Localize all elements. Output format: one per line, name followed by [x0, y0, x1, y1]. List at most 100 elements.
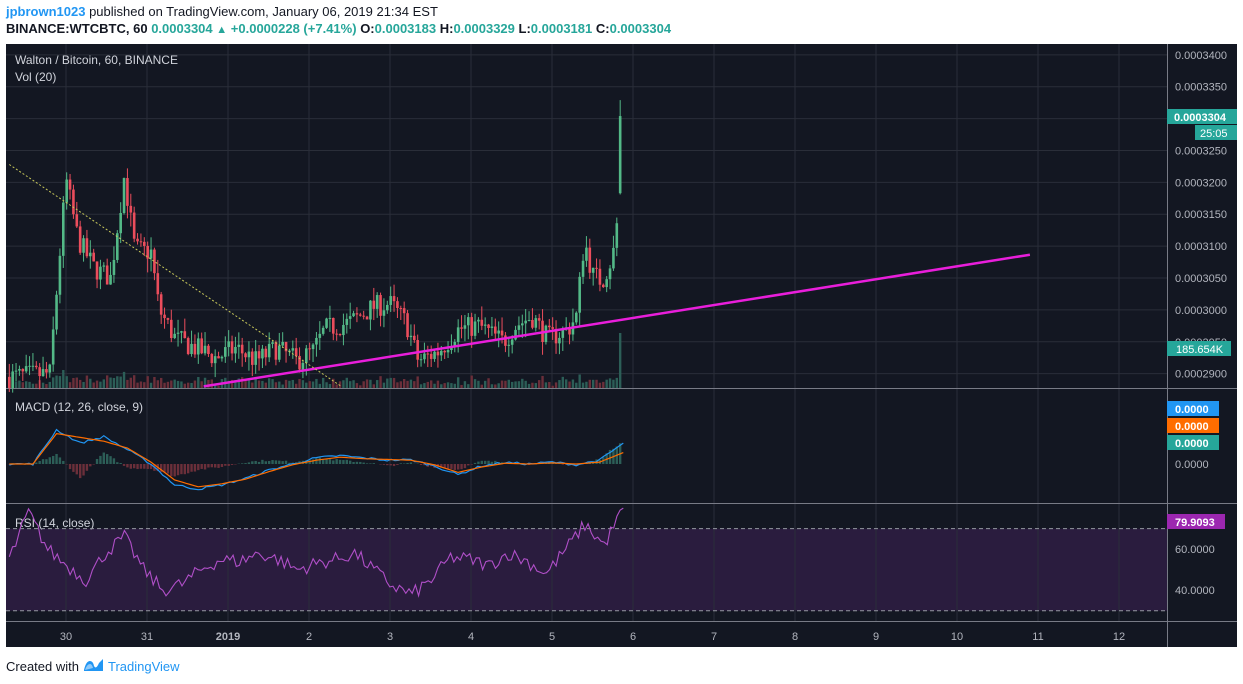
- ohlc-line: BINANCE:WTCBTC, 60 0.0003304 ▲ +0.000022…: [6, 21, 671, 36]
- candle-body: [146, 245, 149, 259]
- macd-histogram-bar: [311, 459, 315, 464]
- low-value: 0.0003181: [530, 21, 593, 36]
- rsi-band: [6, 528, 1167, 611]
- volume-bar: [139, 381, 143, 388]
- macd-histogram-bar: [45, 459, 48, 464]
- macd-histogram-bar: [105, 454, 109, 464]
- candle-body: [608, 268, 612, 280]
- candle-body: [291, 348, 295, 351]
- volume-bar: [190, 383, 193, 388]
- author-link[interactable]: jpbrown1023: [6, 4, 86, 19]
- volume-bar: [524, 380, 527, 388]
- macd-histogram-bar: [284, 460, 288, 464]
- volume-bar: [217, 385, 220, 388]
- price-tick-label: 0.0003200: [1175, 177, 1227, 189]
- volume-bar: [338, 381, 342, 388]
- signal-line: [9, 432, 624, 488]
- candle-body: [119, 212, 122, 234]
- macd-histogram-bar: [487, 460, 490, 464]
- volume-bar: [62, 370, 65, 388]
- candle-body: [92, 252, 95, 262]
- volume-bar: [480, 384, 483, 388]
- volume-bar: [477, 380, 480, 388]
- macd-histogram-bar: [58, 457, 62, 464]
- candle-body: [602, 284, 605, 288]
- volume-bar: [173, 379, 176, 388]
- macd-histogram-bar: [72, 464, 75, 472]
- time-tick-label: 30: [60, 631, 72, 643]
- volume-bar: [254, 377, 257, 388]
- candle-body: [8, 376, 11, 388]
- macd-histogram-bar: [183, 464, 186, 475]
- candle-body: [585, 247, 588, 261]
- macd-histogram-bar: [146, 464, 149, 469]
- volume-bar: [267, 378, 271, 388]
- candle-body: [190, 343, 193, 355]
- volume-bar: [578, 374, 581, 388]
- volume-bar: [156, 380, 159, 388]
- volume-bar: [450, 383, 453, 388]
- volume-bar: [537, 380, 541, 388]
- volume-bar: [470, 375, 473, 388]
- macd-histogram-bar: [423, 464, 426, 466]
- volume-bar: [143, 382, 146, 388]
- volume-bar: [571, 379, 575, 388]
- volume-bar: [294, 383, 298, 388]
- macd-histogram-bar: [126, 464, 129, 468]
- volume-bar: [31, 383, 35, 388]
- volume-bar: [278, 381, 281, 388]
- macd-histogram-bar: [281, 461, 284, 464]
- volume-bar: [541, 375, 544, 388]
- candle-body: [31, 365, 35, 367]
- macd-histogram-bar: [244, 463, 247, 464]
- macd-value-tag: [1167, 401, 1219, 416]
- volume-bar: [419, 384, 423, 388]
- volume-bar: [342, 380, 345, 388]
- macd-histogram-bar: [490, 461, 494, 464]
- volume-bar: [602, 381, 605, 388]
- candle-body: [588, 247, 592, 273]
- candle-body: [554, 328, 558, 344]
- macd-value-tag: [1167, 418, 1219, 433]
- candle-body: [409, 335, 413, 338]
- candle-body: [261, 348, 264, 359]
- volume-bar: [308, 381, 311, 388]
- macd-histogram-bar: [92, 464, 95, 465]
- candle-body: [166, 318, 170, 320]
- volume-bar: [595, 379, 598, 388]
- macd-histogram-bar: [342, 460, 345, 464]
- macd-histogram-bar: [122, 464, 126, 466]
- volume-bar: [348, 381, 352, 388]
- candle-body: [264, 348, 268, 358]
- candle-body: [126, 178, 129, 206]
- candle-body: [318, 333, 322, 338]
- candle-body: [352, 313, 355, 317]
- macd-histogram-bar: [271, 460, 274, 464]
- low-label: L:: [518, 21, 531, 36]
- macd-histogram-bar: [173, 464, 176, 477]
- candle-body: [500, 330, 504, 336]
- volume-bar: [359, 385, 362, 388]
- candle-body: [612, 247, 615, 269]
- volume-bar: [362, 381, 365, 388]
- candle-body: [443, 350, 446, 353]
- time-tick-label: 7: [711, 631, 717, 643]
- candle-body: [109, 274, 112, 285]
- macd-histogram-bar: [338, 459, 342, 464]
- volume-bar: [490, 384, 494, 388]
- candle-body: [433, 351, 436, 359]
- candle-body: [487, 324, 490, 328]
- tradingview-brand-link[interactable]: TradingView: [107, 659, 180, 674]
- macd-histogram-bar: [352, 462, 355, 464]
- candle-body: [483, 324, 487, 326]
- volume-bar: [531, 382, 534, 388]
- candle-body: [561, 328, 565, 338]
- price-tick-label: 0.0003250: [1175, 145, 1227, 157]
- footer: Created with TradingView: [6, 658, 180, 675]
- countdown-tag: [1195, 125, 1237, 140]
- macd-histogram-bar: [409, 462, 413, 464]
- candle-body: [163, 314, 166, 319]
- volume-bar: [92, 382, 95, 388]
- volume-bar: [504, 380, 507, 388]
